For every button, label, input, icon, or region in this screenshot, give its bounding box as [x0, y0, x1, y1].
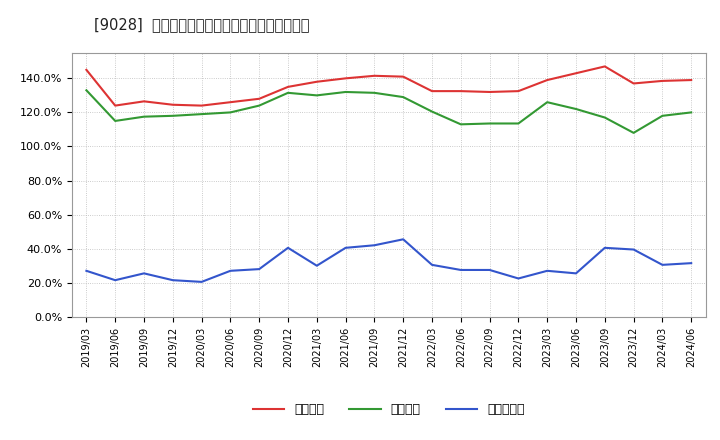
当座比率	[255, 103, 264, 108]
流動比率	[456, 88, 465, 94]
流動比率	[399, 74, 408, 79]
現預金比率	[140, 271, 148, 276]
当座比率	[82, 88, 91, 93]
流動比率	[514, 88, 523, 94]
当座比率	[140, 114, 148, 119]
当座比率	[687, 110, 696, 115]
流動比率	[111, 103, 120, 108]
Legend: 流動比率, 当座比率, 現預金比率: 流動比率, 当座比率, 現預金比率	[248, 399, 529, 422]
現預金比率	[485, 268, 494, 273]
現預金比率	[341, 245, 350, 250]
流動比率	[255, 96, 264, 102]
現預金比率	[600, 245, 609, 250]
当座比率	[514, 121, 523, 126]
当座比率	[312, 93, 321, 98]
流動比率	[341, 76, 350, 81]
流動比率	[600, 64, 609, 69]
当座比率	[226, 110, 235, 115]
当座比率	[197, 111, 206, 117]
現預金比率	[284, 245, 292, 250]
当座比率	[485, 121, 494, 126]
当座比率	[629, 130, 638, 136]
流動比率	[572, 70, 580, 76]
当座比率	[341, 89, 350, 95]
当座比率	[428, 109, 436, 114]
当座比率	[456, 122, 465, 127]
流動比率	[140, 99, 148, 104]
現預金比率	[312, 263, 321, 268]
現預金比率	[370, 242, 379, 248]
Line: 流動比率: 流動比率	[86, 66, 691, 106]
流動比率	[284, 84, 292, 89]
流動比率	[82, 67, 91, 73]
当座比率	[543, 99, 552, 105]
現預金比率	[543, 268, 552, 273]
現預金比率	[629, 247, 638, 252]
当座比率	[658, 113, 667, 118]
流動比率	[226, 99, 235, 105]
流動比率	[197, 103, 206, 108]
現預金比率	[514, 276, 523, 281]
当座比率	[284, 90, 292, 95]
現預金比率	[168, 278, 177, 283]
流動比率	[370, 73, 379, 78]
流動比率	[658, 78, 667, 84]
現預金比率	[226, 268, 235, 273]
現預金比率	[687, 260, 696, 266]
現預金比率	[197, 279, 206, 285]
流動比率	[485, 89, 494, 95]
現預金比率	[572, 271, 580, 276]
Line: 当座比率: 当座比率	[86, 90, 691, 133]
現預金比率	[456, 268, 465, 273]
Line: 現預金比率: 現預金比率	[86, 239, 691, 282]
当座比率	[370, 90, 379, 95]
現預金比率	[111, 278, 120, 283]
現預金比率	[428, 262, 436, 268]
現預金比率	[658, 262, 667, 268]
Text: [9028]  流動比率、当座比率、現預金比率の推移: [9028] 流動比率、当座比率、現預金比率の推移	[94, 18, 309, 33]
当座比率	[111, 118, 120, 124]
当座比率	[600, 115, 609, 120]
現預金比率	[82, 268, 91, 273]
流動比率	[629, 81, 638, 86]
現預金比率	[255, 267, 264, 272]
流動比率	[428, 88, 436, 94]
流動比率	[687, 77, 696, 83]
当座比率	[399, 95, 408, 100]
流動比率	[312, 79, 321, 84]
当座比率	[168, 113, 177, 118]
流動比率	[168, 102, 177, 107]
現預金比率	[399, 237, 408, 242]
当座比率	[572, 106, 580, 112]
流動比率	[543, 77, 552, 83]
